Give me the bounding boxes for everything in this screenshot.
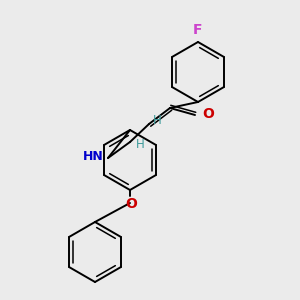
Text: H: H bbox=[153, 115, 161, 128]
Text: H: H bbox=[136, 137, 144, 151]
Text: O: O bbox=[202, 107, 214, 121]
Text: O: O bbox=[125, 197, 137, 211]
Text: HN: HN bbox=[83, 149, 104, 163]
Text: F: F bbox=[193, 23, 203, 37]
